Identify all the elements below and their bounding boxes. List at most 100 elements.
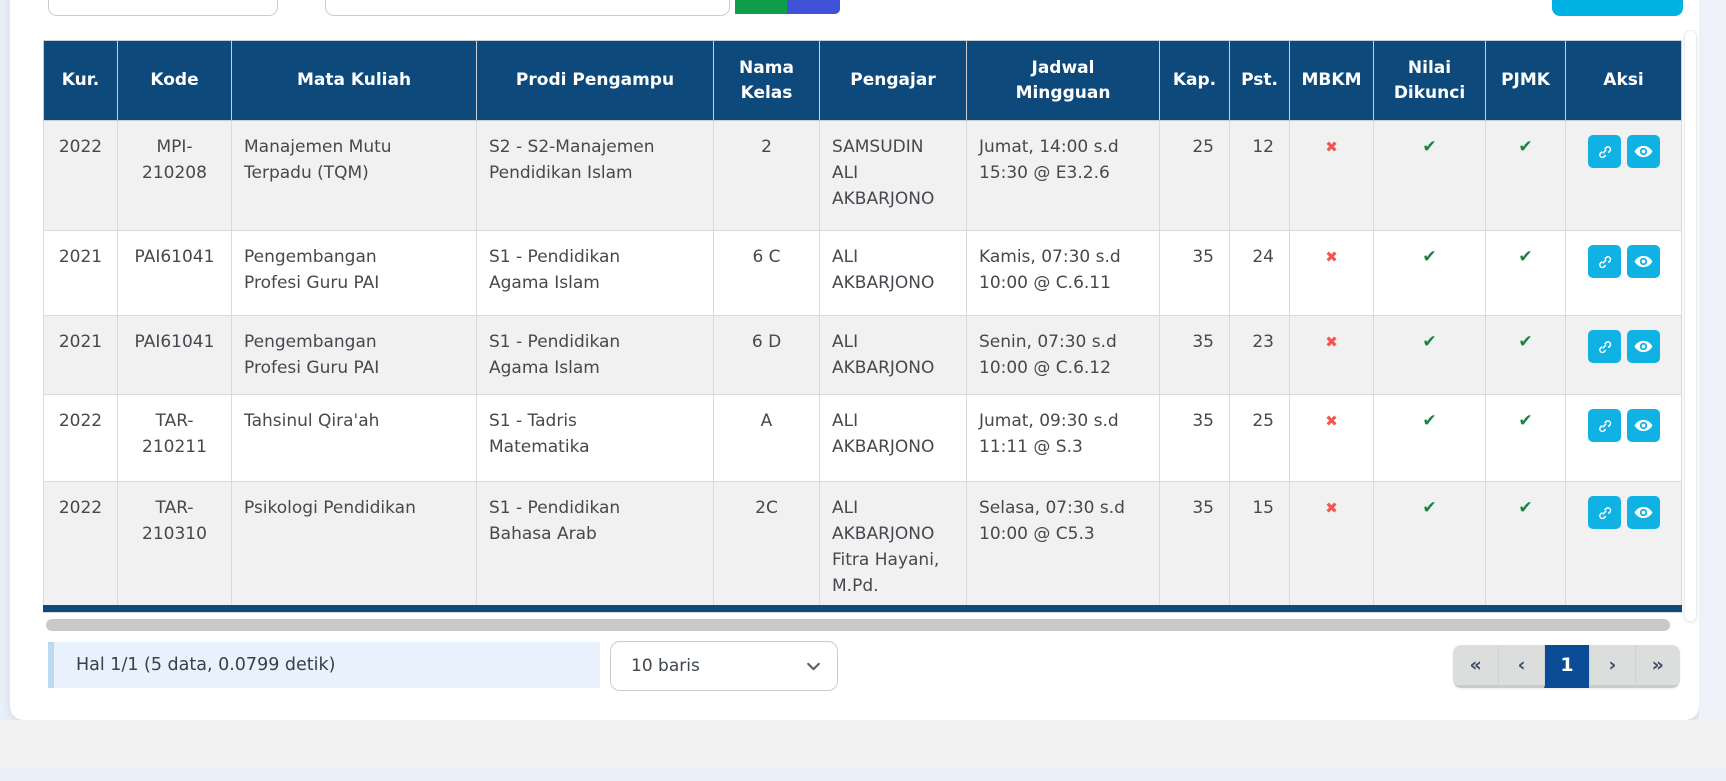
cell-kode: PAI61041 [117,230,232,316]
cell-text: ALI AKBARJONO Fitra Hayani, M.Pd. [832,498,940,596]
column-header-aksi: Aksi [1565,40,1682,121]
column-header-label: Aksi [1603,70,1644,90]
column-header-label: Pst. [1241,70,1278,90]
column-header-mbkm: MBKM [1289,40,1374,121]
cell-nama-kelas: 2C [713,481,820,613]
horizontal-scrollbar[interactable] [46,619,1670,631]
column-header-label: Nama Kelas [739,57,794,103]
vertical-scrollbar[interactable] [1684,30,1697,622]
cell-pjmk: ✔ [1485,481,1566,613]
page-size-select[interactable]: 10 baris [610,641,838,691]
view-action-button[interactable] [1626,409,1660,442]
link-icon [1595,506,1614,525]
view-action-button[interactable] [1626,330,1660,363]
cell-pst: 15 [1229,481,1290,613]
filter-input[interactable] [48,0,278,16]
cell-kode: MPI-210208 [117,120,232,231]
cell-text: ALI AKBARJONO [832,247,935,293]
eye-icon [1633,419,1654,439]
cell-mata-kuliah: Manajemen Mutu Terpadu (TQM) [231,120,477,231]
table-row: 2022 TAR-210310 Psikologi Pendidikan S1 - P… [43,481,1682,613]
link-action-button[interactable] [1587,496,1621,529]
link-action-button[interactable] [1587,135,1621,168]
cell-pengajar: ALI AKBARJONO [819,230,967,316]
cell-mbkm: ✖ [1289,481,1374,613]
link-icon [1595,419,1614,438]
cell-jadwal-mingguan: Senin, 07:30 s.d 10:00 @ C.6.12 [966,315,1160,395]
search-input[interactable] [325,0,730,16]
column-header-pjmk: PJMK [1485,40,1566,121]
table-bottom-border [43,605,1682,612]
cell-text: ALI AKBARJONO [832,411,935,457]
search-button[interactable] [735,0,787,14]
page-size-select-wrap: 10 baris [610,641,838,691]
check-icon: ✔ [1518,411,1533,431]
cell-text: S2 - S2-Manajemen Pendidikan Islam [489,137,655,183]
pagination-last-button[interactable]: » [1634,645,1680,688]
cell-kur: 2022 [43,481,118,613]
cell-nilai-dikunci: ✔ [1373,481,1486,613]
cell-pengajar: ALI AKBARJONO [819,315,967,395]
cell-nama-kelas: A [713,394,820,482]
cell-pst: 23 [1229,315,1290,395]
column-header-pengajar: Pengajar [819,40,967,121]
cross-icon: ✖ [1325,138,1338,156]
page-background-bottom [0,720,1726,768]
cell-mbkm: ✖ [1289,230,1374,316]
pagination-info-box: Hal 1/1 (5 data, 0.0799 detik) [48,642,600,688]
cross-icon: ✖ [1325,499,1338,517]
check-icon: ✔ [1422,137,1437,157]
cell-nilai-dikunci: ✔ [1373,394,1486,482]
column-header-pst: Pst. [1229,40,1290,121]
cell-nama-kelas: 6 D [713,315,820,395]
column-header-label: Pengajar [850,70,936,90]
cell-kode: PAI61041 [117,315,232,395]
link-action-button[interactable] [1587,330,1621,363]
pagination-prev-button[interactable]: ‹ [1498,645,1544,688]
cell-mata-kuliah: Tahsinul Qira'ah [231,394,477,482]
cell-text: Jumat, 09:30 s.d 11:11 @ S.3 [979,411,1119,457]
cell-nama-kelas: 6 C [713,230,820,316]
cell-pjmk: ✔ [1485,120,1566,231]
cell-kur: 2022 [43,394,118,482]
cell-aksi [1565,230,1682,316]
cell-prodi-pengampu: S2 - S2-Manajemen Pendidikan Islam [476,120,714,231]
pagination-page-button[interactable]: 1 [1543,645,1590,688]
cell-aksi [1565,120,1682,231]
cell-pjmk: ✔ [1485,230,1566,316]
column-header-label: PJMK [1501,70,1550,90]
cell-pst: 25 [1229,394,1290,482]
link-icon [1595,340,1614,359]
link-action-button[interactable] [1587,409,1621,442]
pagination-next-button[interactable]: › [1589,645,1635,688]
table-header-row: Kur. Kode Mata Kuliah Prodi Pengampu Nama Ke… [43,40,1682,121]
reset-button[interactable] [787,0,840,14]
cell-nilai-dikunci: ✔ [1373,230,1486,316]
check-icon: ✔ [1518,247,1533,267]
check-icon: ✔ [1422,247,1437,267]
add-button[interactable] [1552,0,1683,16]
column-header-label: Nilai Dikunci [1393,57,1466,103]
view-action-button[interactable] [1626,245,1660,278]
cell-pst: 24 [1229,230,1290,316]
link-action-button[interactable] [1587,245,1621,278]
view-action-button[interactable] [1626,135,1660,168]
view-action-button[interactable] [1626,496,1660,529]
column-header-label: Kap. [1172,70,1217,90]
column-header-nama-kelas: Nama Kelas [713,40,820,121]
table-row: 2022 TAR-210211 Tahsinul Qira'ah S1 - Tadri… [43,394,1682,482]
cell-mata-kuliah: Psikologi Pendidikan [231,481,477,613]
cell-kode: TAR-210310 [117,481,232,613]
cell-aksi [1565,481,1682,613]
cell-text: Tahsinul Qira'ah [244,411,380,431]
cell-aksi [1565,315,1682,395]
cell-pst: 12 [1229,120,1290,231]
cell-aksi [1565,394,1682,482]
table-row: 2021 PAI61041 Pengembangan Profesi Guru PA… [43,230,1682,316]
cell-prodi-pengampu: S1 - Pendidikan Agama Islam [476,230,714,316]
column-header-jadwal-mingguan: Jadwal Mingguan [966,40,1160,121]
pagination-first-button[interactable]: « [1453,645,1499,688]
cell-text: S1 - Pendidikan Agama Islam [489,332,621,378]
cell-text: Jumat, 14:00 s.d 15:30 @ E3.2.6 [979,137,1119,183]
check-icon: ✔ [1518,332,1533,352]
